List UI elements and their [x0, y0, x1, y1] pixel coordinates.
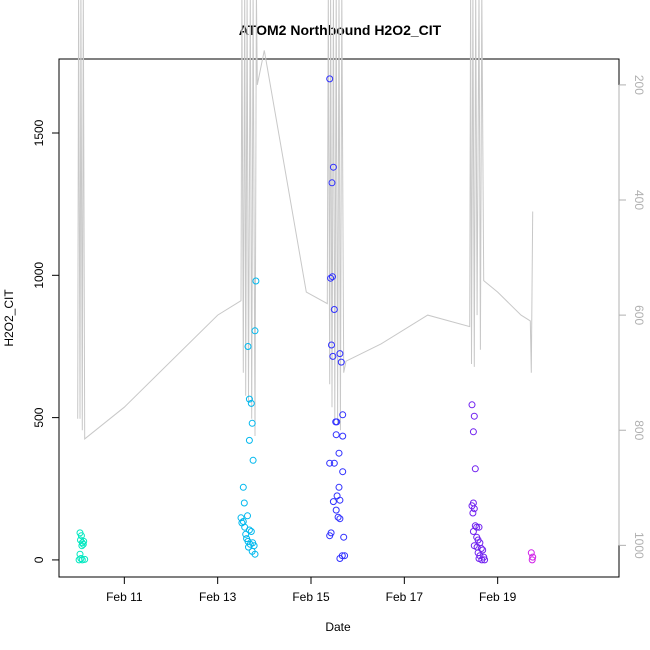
data-point [469, 528, 477, 535]
data-point [329, 273, 336, 281]
data-point [327, 274, 335, 282]
data-point [245, 526, 253, 534]
data-point [340, 533, 348, 541]
data-point [478, 556, 486, 564]
data-point [249, 456, 257, 464]
data-point [326, 532, 334, 540]
data-point [238, 519, 246, 527]
data-point [239, 483, 247, 491]
data-point [471, 522, 479, 530]
y2-tick-label: 400 [632, 190, 646, 210]
data-point [473, 523, 481, 531]
chart-title: ATOM2 Northbound H2O2_CIT [239, 22, 442, 38]
data-point [252, 277, 260, 285]
y2-tick-label: 600 [632, 305, 646, 325]
data-point [247, 528, 255, 535]
data-point [475, 523, 483, 531]
data-points-layer [75, 75, 537, 564]
data-point [244, 512, 251, 520]
data-point [339, 432, 347, 440]
data-point [471, 465, 479, 473]
data-point [334, 513, 342, 521]
data-point [328, 341, 335, 349]
data-point [328, 179, 336, 187]
x-tick-label: Feb 13 [199, 590, 237, 604]
data-point [244, 343, 252, 350]
data-point [245, 543, 252, 551]
y2-tick-label: 1000 [632, 532, 646, 559]
data-point [77, 555, 85, 562]
data-point [333, 492, 341, 500]
y-axis: 0 500 1000 1500 [32, 119, 60, 563]
x-tick-label: Feb 19 [479, 590, 517, 604]
data-point [470, 412, 478, 420]
data-point [326, 75, 334, 83]
y-tick-label: 500 [32, 407, 46, 427]
data-point [242, 530, 250, 538]
data-point [335, 449, 343, 457]
y-tick-label: 1000 [32, 262, 46, 289]
x-tick-label: Feb 11 [106, 590, 143, 604]
data-point [335, 483, 343, 491]
data-point [248, 419, 256, 427]
data-point [469, 509, 477, 517]
data-point [237, 514, 245, 522]
y-tick-label: 0 [32, 556, 46, 563]
data-point [330, 306, 338, 313]
data-point [245, 436, 253, 444]
data-point [338, 552, 346, 560]
data-point [481, 556, 489, 564]
data-point [332, 506, 340, 514]
data-point [469, 428, 477, 436]
x-axis-label: Date [325, 620, 351, 634]
data-point [339, 468, 347, 476]
data-point [341, 552, 349, 560]
data-point [336, 350, 344, 358]
data-point [336, 496, 344, 504]
data-point [332, 431, 340, 439]
data-point [339, 411, 347, 419]
y-tick-label: 1500 [32, 119, 46, 146]
data-point [470, 505, 478, 513]
data-point [80, 537, 88, 545]
x-axis: Feb 11 Feb 13 Feb 15 Feb 17 Feb 19 [106, 576, 517, 604]
y2-tick-label: 800 [632, 420, 646, 440]
data-point [326, 459, 334, 467]
data-point [79, 540, 87, 548]
data-point [336, 515, 344, 523]
x-tick-label: Feb 15 [292, 590, 330, 604]
data-point [77, 532, 85, 540]
data-point [248, 547, 256, 555]
data-point [78, 539, 86, 547]
data-point [240, 499, 248, 507]
data-point [527, 549, 535, 557]
data-point [245, 395, 253, 403]
secondary-line-layer [77, 0, 534, 440]
data-point [329, 498, 337, 506]
data-point [329, 352, 337, 360]
data-point [332, 418, 340, 426]
data-point [251, 327, 259, 335]
data-point [78, 542, 86, 550]
x-tick-label: Feb 17 [386, 590, 424, 604]
data-point [337, 358, 345, 366]
y2-axis: 200 400 600 800 1000 [618, 75, 646, 559]
data-point [247, 399, 255, 407]
y-axis-label: H2O2_CIT [2, 289, 16, 347]
data-point [529, 553, 537, 561]
data-point [528, 556, 536, 564]
secondary-line [77, 0, 534, 440]
data-point [468, 401, 476, 409]
y2-tick-label: 200 [632, 75, 646, 95]
data-point [329, 163, 337, 171]
data-point [75, 556, 83, 564]
data-point [330, 459, 338, 467]
